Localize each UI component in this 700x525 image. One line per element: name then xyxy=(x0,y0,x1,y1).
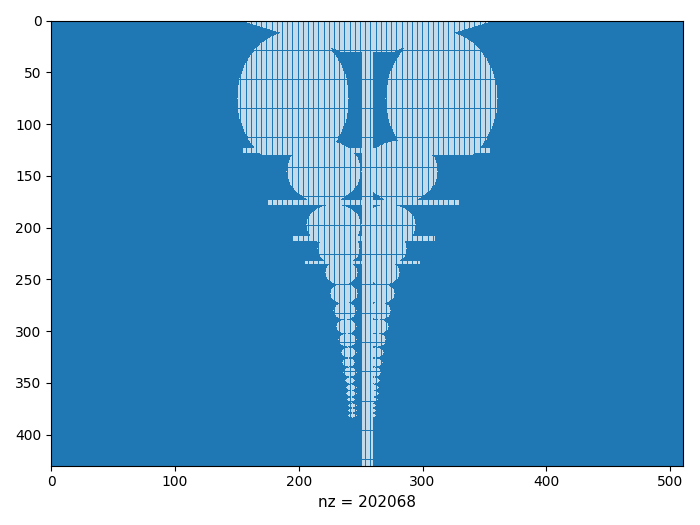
X-axis label: nz = 202068: nz = 202068 xyxy=(318,495,416,510)
